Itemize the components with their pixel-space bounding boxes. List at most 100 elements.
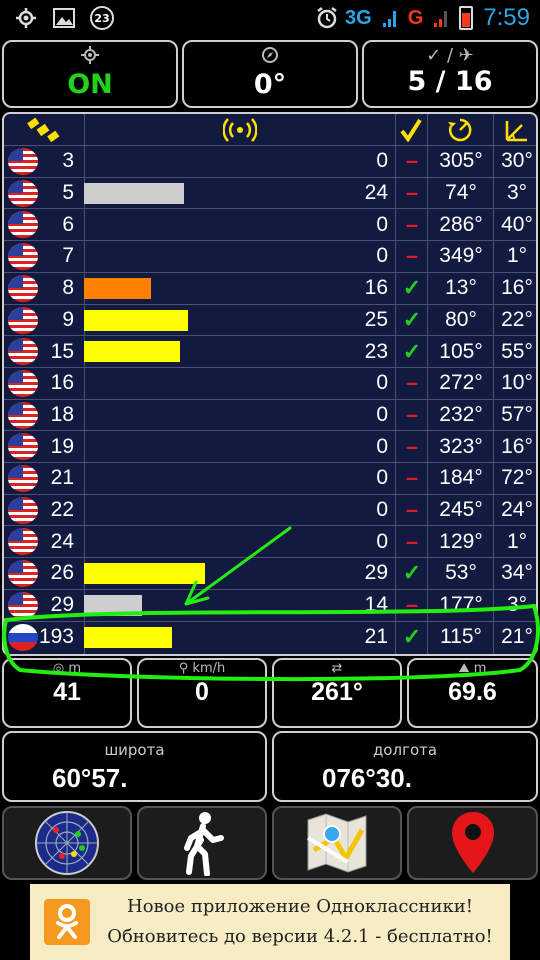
radar-icon — [35, 811, 99, 875]
ad-banner[interactable]: Новое приложение Одноклассники! Обновите… — [30, 884, 510, 960]
usa-flag-icon — [8, 179, 38, 207]
walk-button[interactable] — [137, 806, 267, 880]
signal-cell: 0 — [84, 526, 394, 557]
table-row: 193 21 ✓ 115° 21° — [4, 620, 536, 653]
elevation-value: 24° — [501, 498, 533, 522]
signal-value: 0 — [376, 402, 388, 426]
course-icon: ⇄ — [331, 661, 343, 676]
signal-bar — [84, 341, 180, 363]
azimuth-value: 13° — [445, 276, 477, 300]
satellite-id: 26 — [50, 561, 74, 585]
longitude-panel[interactable]: долгота 076°30. — [272, 731, 538, 802]
accuracy-panel[interactable]: ⛰ m 69.6 — [407, 658, 538, 728]
usa-flag-icon — [8, 496, 38, 524]
table-row: 6 0–286° 40° — [4, 208, 536, 240]
azimuth-icon — [427, 114, 493, 145]
signal-bar — [84, 277, 151, 299]
signal-cell: 25 — [84, 305, 394, 336]
column-divider — [84, 114, 85, 654]
satellite-id: 6 — [62, 212, 74, 236]
map-button[interactable] — [272, 806, 402, 880]
azimuth-value: 232° — [439, 402, 483, 426]
signal-cell: 16 — [84, 273, 394, 304]
signal-bar — [84, 182, 184, 204]
network-3g-label: 3G — [345, 6, 372, 29]
battery-icon — [459, 6, 474, 30]
table-row: 15 23 ✓ 105° 55° — [4, 335, 536, 367]
gps-target-icon — [4, 46, 176, 69]
speed-unit: km/h — [192, 661, 226, 676]
satellite-id: 18 — [50, 402, 74, 426]
used-checkmark: ✓ — [402, 338, 422, 364]
signal-value: 14 — [364, 593, 388, 617]
azimuth-value: 74° — [445, 181, 477, 205]
latitude-label: широта — [104, 741, 165, 759]
signal-value: 29 — [364, 561, 388, 585]
speed-panel[interactable]: ⚲ km/h 0 — [137, 658, 267, 728]
signal-cell: 0 — [84, 495, 394, 526]
not-used-mark: – — [405, 180, 419, 206]
satellite-id: 22 — [50, 498, 74, 522]
satellite-id: 7 — [62, 244, 74, 268]
elevation-value: 72° — [501, 466, 533, 490]
satellite-id: 8 — [62, 276, 74, 300]
table-row: 19 0–323° 16° — [4, 430, 536, 462]
signal-value: 0 — [376, 529, 388, 553]
usa-flag-icon — [8, 211, 38, 239]
satellite-id: 21 — [50, 466, 74, 490]
compass-icon — [184, 46, 356, 69]
notification-count-badge: 23 — [90, 6, 114, 30]
table-row: 3 0–305° 30° — [4, 145, 536, 177]
signal-cell: 24 — [84, 178, 394, 209]
azimuth-value: 305° — [439, 149, 483, 173]
column-divider — [493, 114, 494, 654]
satellite-id: 15 — [50, 339, 74, 363]
satellites-count: 5 / 16 — [407, 66, 493, 97]
usa-flag-icon — [8, 433, 38, 461]
usa-flag-icon — [8, 243, 38, 271]
satellite-id: 16 — [50, 371, 74, 395]
elevation-value: 55° — [501, 339, 533, 363]
signal-bar — [84, 594, 142, 616]
satellites-panel[interactable]: ✓ / ✈ 5 / 16 — [362, 40, 538, 108]
usa-flag-icon — [8, 528, 38, 556]
bearing-value: 0° — [253, 69, 287, 100]
azimuth-value: 323° — [439, 434, 483, 458]
elevation-value: 10° — [501, 371, 533, 395]
signal-bar — [84, 626, 172, 648]
used-checkmark: ✓ — [402, 560, 422, 586]
latitude-panel[interactable]: широта 60°57. — [2, 731, 267, 802]
used-visible-satellites-icon: ✓ / ✈ — [426, 45, 474, 66]
azimuth-value: 286° — [439, 212, 483, 236]
bearing-panel[interactable]: 0° — [182, 40, 358, 108]
satellite-id: 24 — [50, 529, 74, 553]
signal-bar — [84, 309, 188, 331]
course-value: 261° — [311, 678, 363, 706]
longitude-value: 076°30. — [322, 763, 412, 793]
longitude-label: долгота — [372, 741, 438, 759]
azimuth-value: 177° — [439, 593, 483, 617]
location-button[interactable] — [407, 806, 538, 880]
elevation-value: 3° — [506, 593, 528, 617]
signal-cell: 29 — [84, 558, 394, 589]
image-notification-icon — [52, 6, 76, 30]
signal-cell: 21 — [84, 622, 394, 653]
altitude-panel[interactable]: ◎ m 41 — [2, 658, 132, 728]
altitude-value: 41 — [53, 678, 81, 706]
signal-value: 0 — [376, 212, 388, 236]
radar-button[interactable] — [2, 806, 132, 880]
altitude-unit: m — [68, 661, 82, 676]
satellite-id: 3 — [62, 149, 74, 173]
gps-state-panel[interactable]: ON — [2, 40, 178, 108]
signal-cell: 0 — [84, 431, 394, 462]
table-row: 16 0–272° 10° — [4, 366, 536, 399]
signal-cell: 14 — [84, 590, 394, 621]
course-panel[interactable]: ⇄ 261° — [272, 658, 402, 728]
not-used-mark: – — [405, 370, 419, 396]
usa-flag-icon — [8, 338, 38, 366]
location-pin-icon — [451, 812, 494, 873]
network-g-label: G — [407, 6, 424, 29]
signal-cell: 0 — [84, 368, 394, 399]
table-row: 9 25 ✓ 80° 22° — [4, 303, 536, 336]
usa-flag-icon — [8, 465, 38, 492]
